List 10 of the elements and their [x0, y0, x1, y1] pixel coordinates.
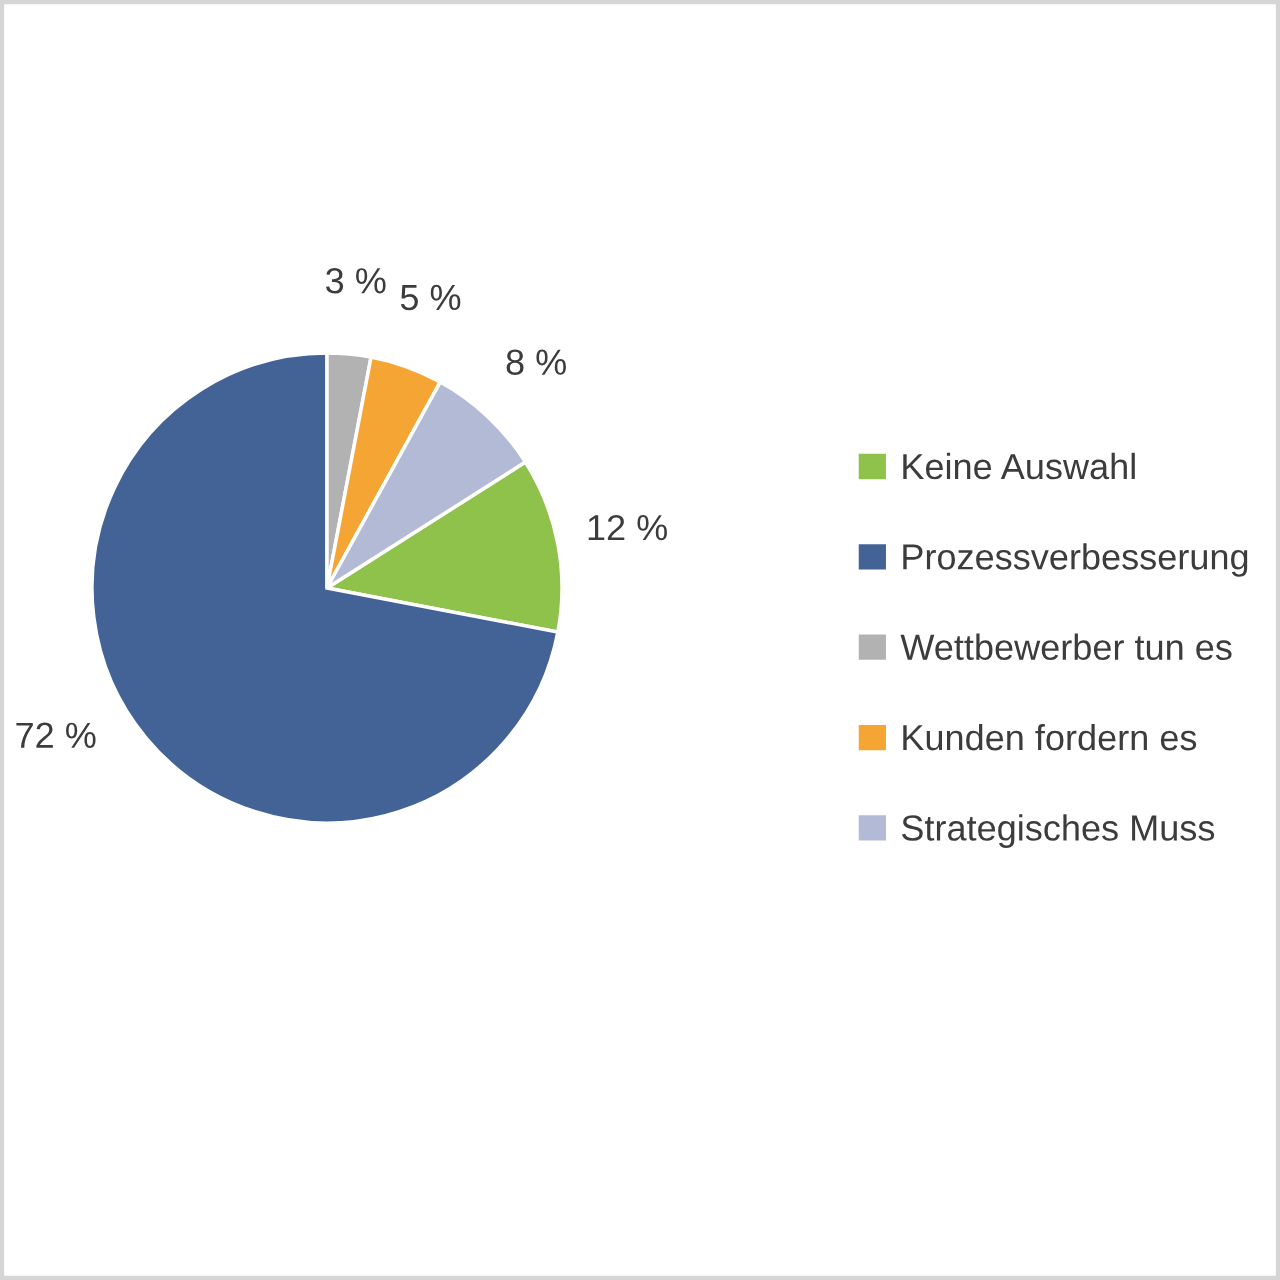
legend-label: Strategisches Muss	[901, 814, 1215, 848]
data-label: 5 %	[400, 284, 461, 311]
data-label: 8 %	[506, 349, 566, 375]
legend-label: Wettbewerber tun es	[900, 633, 1232, 661]
legend-label: Keine Auswahl	[903, 452, 1135, 480]
data-label: 12 %	[588, 514, 667, 541]
legend-label: Kunden fordern es	[903, 723, 1197, 751]
data-label: 3 %	[326, 267, 386, 294]
data-label: 72 %	[16, 722, 96, 748]
legend-label: Prozessverbesserung	[903, 543, 1248, 577]
